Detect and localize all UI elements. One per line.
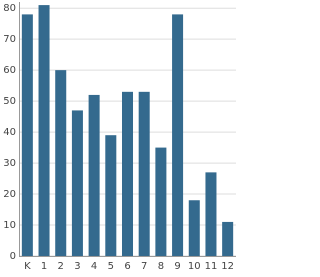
y-tick-label: 80 [3,3,16,14]
bar [188,200,200,256]
bar [172,14,184,256]
x-tick-label: 10 [188,261,201,272]
y-tick-label: 50 [3,96,16,107]
x-tick-label: 1 [41,261,47,272]
bar [38,5,50,256]
bar [21,14,33,256]
x-tick-label: 3 [74,261,80,272]
y-tick-label: 30 [3,158,16,169]
x-tick-label: K [24,261,31,272]
bar [155,147,167,256]
y-tick-label: 10 [3,220,16,231]
y-tick-label: 0 [10,251,16,262]
background [0,0,240,277]
x-tick-label: 12 [221,261,234,272]
x-tick-label: 7 [141,261,147,272]
x-tick-label: 2 [58,261,64,272]
bar [205,172,217,256]
bar [105,135,117,256]
bar [55,70,67,257]
y-tick-label: 60 [3,65,16,76]
bar [71,110,83,256]
x-tick-label: 4 [91,261,97,272]
y-tick-label: 20 [3,189,16,200]
bar [121,91,134,256]
x-tick-label: 11 [205,261,218,272]
bar [222,221,234,256]
x-tick-label: 5 [108,261,114,272]
x-tick-label: 8 [158,261,164,272]
x-tick-label: 6 [124,261,130,272]
y-tick-label: 40 [3,127,16,138]
bar [88,94,100,257]
bar [138,91,150,256]
x-tick-label: 9 [174,261,180,272]
y-tick-label: 70 [3,34,16,45]
